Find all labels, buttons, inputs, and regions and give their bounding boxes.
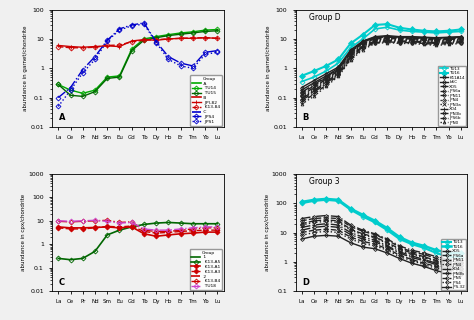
Text: A: A — [59, 113, 65, 122]
Y-axis label: abundance in cpx/chondrite: abundance in cpx/chondrite — [264, 194, 270, 271]
Text: Group D: Group D — [309, 13, 341, 22]
Y-axis label: abundance in cpx/chondrite: abundance in cpx/chondrite — [21, 194, 26, 271]
Text: D: D — [302, 277, 310, 286]
Y-axis label: abundance in garnet/chondrite: abundance in garnet/chondrite — [266, 26, 272, 111]
Legend: Group,  A,   TU14,   TU15,  B,   JPI-82,   K13-84,  C,   JPS4,   JPS1: Group, A, TU14, TU15, B, JPI-82, K13-84,… — [190, 75, 222, 125]
Y-axis label: abundance in garnet/chondrite: abundance in garnet/chondrite — [23, 26, 28, 111]
Text: C: C — [59, 277, 65, 286]
Legend: TU13, TU16, XD5, JPS6a, JPN11, JPN4, XD4, JPN3b, JPN5, JPS4, JPS.32: TU13, TU16, XD5, JPS6a, JPN11, JPN4, XD4… — [441, 239, 466, 290]
Text: B: B — [302, 113, 309, 122]
Legend: Group,  1,   K13-A5,   K13-A1,   K13-A3,  2,   K13-B4,   TU18: Group, 1, K13-A5, K13-A1, K13-A3, 2, K13… — [190, 249, 222, 290]
Legend: TU13, TU16, K11A14, b6C, XD5, JPS6a, JPN11, JPN4, JPN3a, XD4, JPN3b, JPS6b, JPN0: TU13, TU16, K11A14, b6C, XD5, JPS6a, JPN… — [438, 66, 466, 126]
Text: Group 3: Group 3 — [309, 177, 340, 186]
